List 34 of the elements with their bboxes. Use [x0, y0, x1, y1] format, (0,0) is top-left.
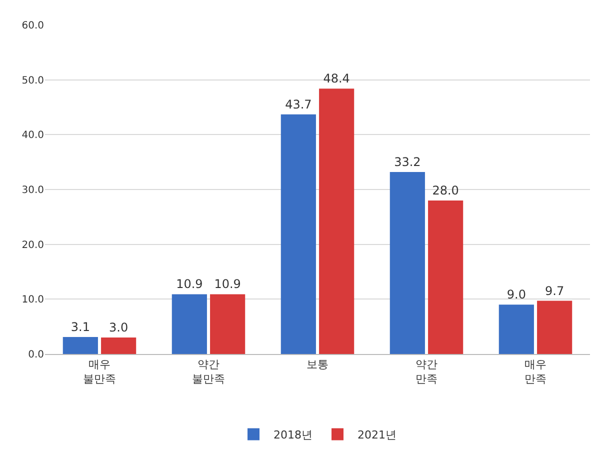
bar [280, 114, 316, 354]
data-label: 3.1 [70, 320, 90, 334]
data-label: 33.2 [394, 154, 421, 169]
data-label: 28.0 [432, 183, 459, 198]
x-tick-label: 약간 만족 [416, 358, 438, 386]
y-tick-label: 40.0 [22, 130, 44, 142]
y-tick-label: 30.0 [22, 185, 44, 196]
data-label: 3.0 [109, 320, 128, 335]
data-label: 48.4 [323, 72, 350, 86]
y-tick-label: 10.0 [22, 294, 44, 306]
x-tick-label: 매우 불만족 [83, 358, 116, 386]
x-tick-label: 매우 만족 [524, 358, 546, 386]
data-label: 43.7 [285, 97, 312, 112]
data-label: 9.7 [545, 284, 564, 298]
bar [390, 172, 425, 354]
bar [210, 294, 246, 354]
data-label: 9.0 [506, 288, 526, 302]
bar [498, 304, 534, 354]
x-tick-label: 보통 [306, 358, 328, 372]
data-label: 10.9 [214, 277, 241, 292]
bar [428, 200, 464, 354]
legend-label: 2018년 [274, 428, 312, 442]
y-tick-label: 20.0 [22, 240, 44, 251]
y-tick-label: 0.0 [28, 350, 44, 360]
bar [101, 338, 136, 354]
bar [62, 337, 98, 354]
y-tick-label: 60.0 [22, 20, 44, 32]
data-label: 10.9 [176, 277, 203, 292]
legend-label: 2021년 [358, 428, 396, 442]
bar [537, 300, 572, 354]
bar [319, 88, 354, 354]
bar [172, 294, 207, 354]
x-tick-label: 약간 불만족 [192, 358, 225, 386]
y-tick-label: 50.0 [22, 75, 44, 86]
